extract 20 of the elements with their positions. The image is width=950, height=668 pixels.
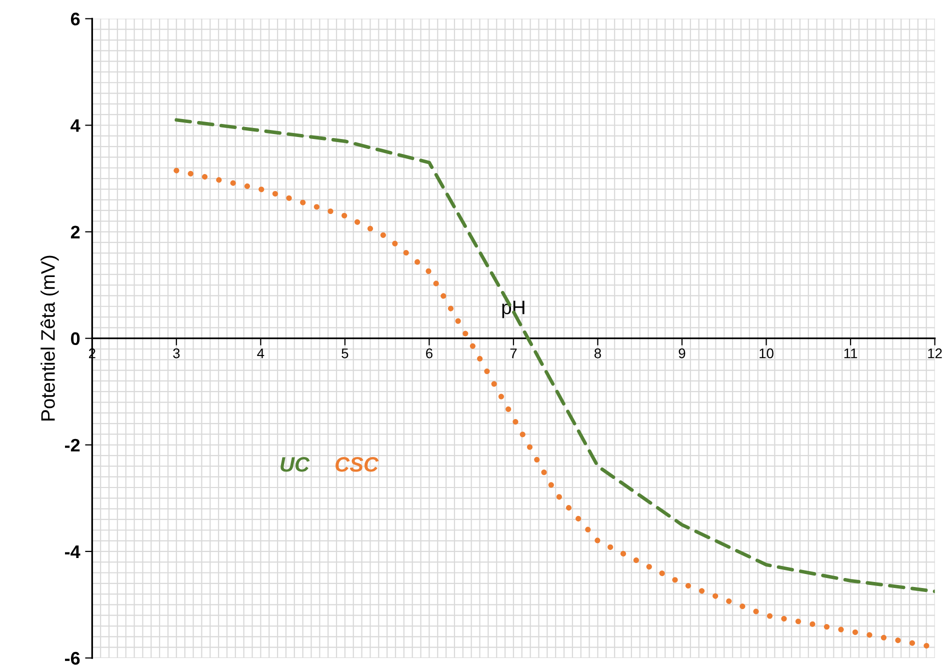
x-tick-label: 5 (342, 348, 348, 358)
y-tick-label: 6 (70, 12, 80, 26)
x-tick-label: 11 (844, 348, 858, 358)
y-tick-label: -6 (64, 652, 80, 665)
x-tick-label: 9 (678, 348, 686, 358)
x-tick-label: 4 (257, 348, 264, 358)
y-axis-title: Potentiel Zêta (mV) (40, 256, 59, 420)
y-tick-label: 4 (70, 119, 80, 132)
x-tick-label: 8 (594, 348, 601, 358)
x-tick-label: 6 (426, 348, 432, 358)
x-tick-label: 12 (928, 348, 942, 358)
text: UC (280, 457, 310, 472)
x-tick-label: 10 (760, 348, 774, 358)
y-tick-label: -4 (64, 546, 80, 558)
text: CSC (336, 457, 379, 472)
y-tick-label: -2 (64, 438, 80, 452)
x-tick-label: 3 (173, 348, 180, 358)
x-tick-label: 7 (510, 348, 517, 358)
y-tick-label: 0 (71, 332, 80, 346)
y-tick-label: 2 (70, 226, 80, 238)
